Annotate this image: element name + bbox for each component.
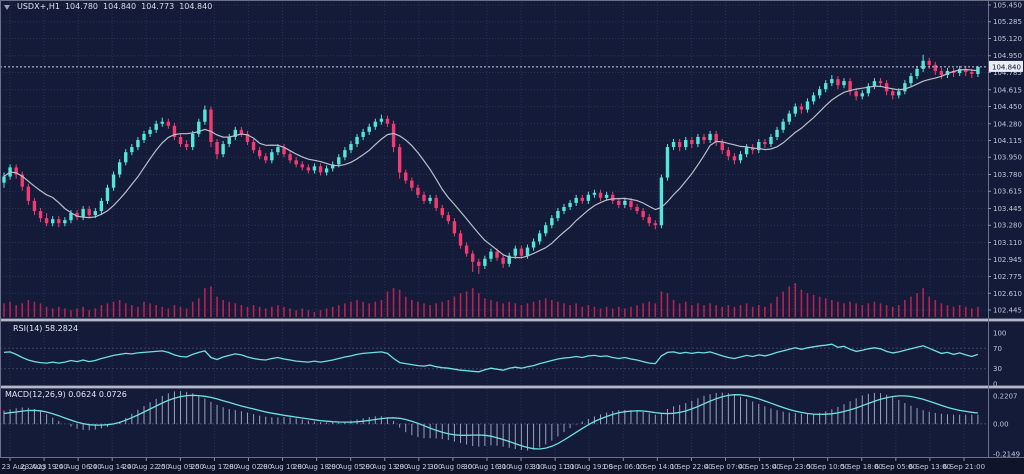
svg-text:6 Sep 21:00: 6 Sep 21:00 bbox=[943, 463, 985, 471]
svg-text:70: 70 bbox=[993, 345, 1002, 353]
svg-text:103.780: 103.780 bbox=[993, 171, 1022, 179]
svg-text:5 Sep 10:00: 5 Sep 10:00 bbox=[807, 463, 849, 471]
svg-text:28 Aug 02:00: 28 Aug 02:00 bbox=[225, 463, 272, 471]
svg-text:1 Sep 22:00: 1 Sep 22:00 bbox=[670, 463, 712, 471]
svg-text:103.950: 103.950 bbox=[993, 154, 1022, 162]
svg-text:25 Aug 17:00: 25 Aug 17:00 bbox=[191, 463, 238, 471]
symbol-label: USDX+,H1 bbox=[17, 2, 60, 11]
svg-text:-0.2149: -0.2149 bbox=[993, 451, 1020, 459]
svg-text:30: 30 bbox=[993, 365, 1002, 373]
svg-text:23 Aug 2023: 23 Aug 2023 bbox=[2, 463, 47, 471]
macd-indicator-label: MACD(12,26,9) 0.0624 0.0726 bbox=[5, 390, 127, 399]
svg-text:1 Sep 14:00: 1 Sep 14:00 bbox=[636, 463, 678, 471]
svg-text:6 Sep 05:00: 6 Sep 05:00 bbox=[875, 463, 917, 471]
svg-text:29 Aug 13:00: 29 Aug 13:00 bbox=[361, 463, 408, 471]
rsi-panel bbox=[0, 343, 988, 373]
svg-text:0: 0 bbox=[993, 381, 997, 389]
svg-text:104.450: 104.450 bbox=[993, 103, 1022, 111]
rsi-scale[interactable]: 100 70 30 0 bbox=[993, 330, 1006, 389]
chart-title-bar: USDX+,H1 104.780 104.840 104.773 104.840 bbox=[4, 2, 212, 12]
svg-text:30 Aug 08:00: 30 Aug 08:00 bbox=[429, 463, 476, 471]
rsi-indicator-label: RSI(14) 58.2824 bbox=[13, 324, 79, 333]
volume-bars bbox=[3, 283, 979, 317]
panel-separators[interactable] bbox=[0, 318, 1024, 389]
svg-text:105.450: 105.450 bbox=[993, 2, 1022, 10]
svg-text:31 Aug 03:00: 31 Aug 03:00 bbox=[497, 463, 544, 471]
svg-text:104.950: 104.950 bbox=[993, 52, 1022, 60]
price-scale[interactable]: 105.450 105.285 105.120 104.950 104.785 104.6… bbox=[988, 0, 1023, 457]
svg-text:105.285: 105.285 bbox=[993, 18, 1022, 26]
svg-text:24 Aug 22:00: 24 Aug 22:00 bbox=[123, 463, 170, 471]
svg-text:102.775: 102.775 bbox=[993, 273, 1022, 281]
svg-text:0.2207: 0.2207 bbox=[993, 393, 1018, 401]
svg-text:25 Aug 09:00: 25 Aug 09:00 bbox=[157, 463, 204, 471]
svg-text:5 Sep 18:00: 5 Sep 18:00 bbox=[841, 463, 883, 471]
grid-lines bbox=[0, 2, 988, 457]
svg-text:24 Aug 06:00: 24 Aug 06:00 bbox=[55, 463, 102, 471]
svg-text:24 Aug 14:00: 24 Aug 14:00 bbox=[89, 463, 136, 471]
ohlc-close: 104.840 bbox=[179, 2, 213, 11]
svg-text:30 Aug 16:00: 30 Aug 16:00 bbox=[463, 463, 510, 471]
svg-text:100: 100 bbox=[993, 330, 1006, 338]
svg-text:4 Sep 15:00: 4 Sep 15:00 bbox=[738, 463, 780, 471]
svg-text:102.445: 102.445 bbox=[993, 307, 1022, 315]
svg-text:104.115: 104.115 bbox=[993, 137, 1022, 145]
window-frame bbox=[0, 0, 1024, 458]
symbol-dropdown-icon[interactable] bbox=[4, 4, 10, 10]
svg-text:104.280: 104.280 bbox=[993, 120, 1022, 128]
svg-text:4 Sep 23:00: 4 Sep 23:00 bbox=[772, 463, 814, 471]
svg-text:103.445: 103.445 bbox=[993, 205, 1022, 213]
svg-text:102.945: 102.945 bbox=[993, 256, 1022, 264]
svg-text:6 Sep 13:00: 6 Sep 13:00 bbox=[909, 463, 951, 471]
svg-text:23 Aug 19:00: 23 Aug 19:00 bbox=[20, 463, 67, 471]
svg-text:31 Aug 19:00: 31 Aug 19:00 bbox=[566, 463, 613, 471]
svg-text:103.615: 103.615 bbox=[993, 188, 1022, 196]
svg-text:104.615: 104.615 bbox=[993, 86, 1022, 94]
ohlc-high: 104.840 bbox=[103, 2, 137, 11]
svg-text:29 Aug 21:00: 29 Aug 21:00 bbox=[395, 463, 442, 471]
macd-scale[interactable]: 0.2207 0.00 -0.2149 bbox=[993, 393, 1020, 459]
svg-text:31 Aug 11:00: 31 Aug 11:00 bbox=[532, 463, 579, 471]
svg-text:102.610: 102.610 bbox=[993, 290, 1022, 298]
svg-text:1 Sep 06:00: 1 Sep 06:00 bbox=[602, 463, 644, 471]
macd-panel bbox=[0, 391, 988, 451]
svg-text:103.280: 103.280 bbox=[993, 222, 1022, 230]
ohlc-low: 104.773 bbox=[141, 2, 175, 11]
svg-text:28 Aug 18:00: 28 Aug 18:00 bbox=[293, 463, 340, 471]
ohlc-open: 104.780 bbox=[64, 2, 99, 11]
moving-average-line bbox=[3, 68, 978, 259]
svg-text:103.110: 103.110 bbox=[993, 239, 1022, 247]
svg-text:28 Aug 10:00: 28 Aug 10:00 bbox=[259, 463, 306, 471]
svg-text:0.00: 0.00 bbox=[993, 420, 1009, 428]
svg-text:105.120: 105.120 bbox=[993, 35, 1022, 43]
svg-text:4 Sep 07:00: 4 Sep 07:00 bbox=[704, 463, 746, 471]
svg-text:104.840: 104.840 bbox=[992, 63, 1021, 71]
svg-text:29 Aug 05:00: 29 Aug 05:00 bbox=[327, 463, 374, 471]
svg-text:104.785: 104.785 bbox=[993, 69, 1022, 77]
